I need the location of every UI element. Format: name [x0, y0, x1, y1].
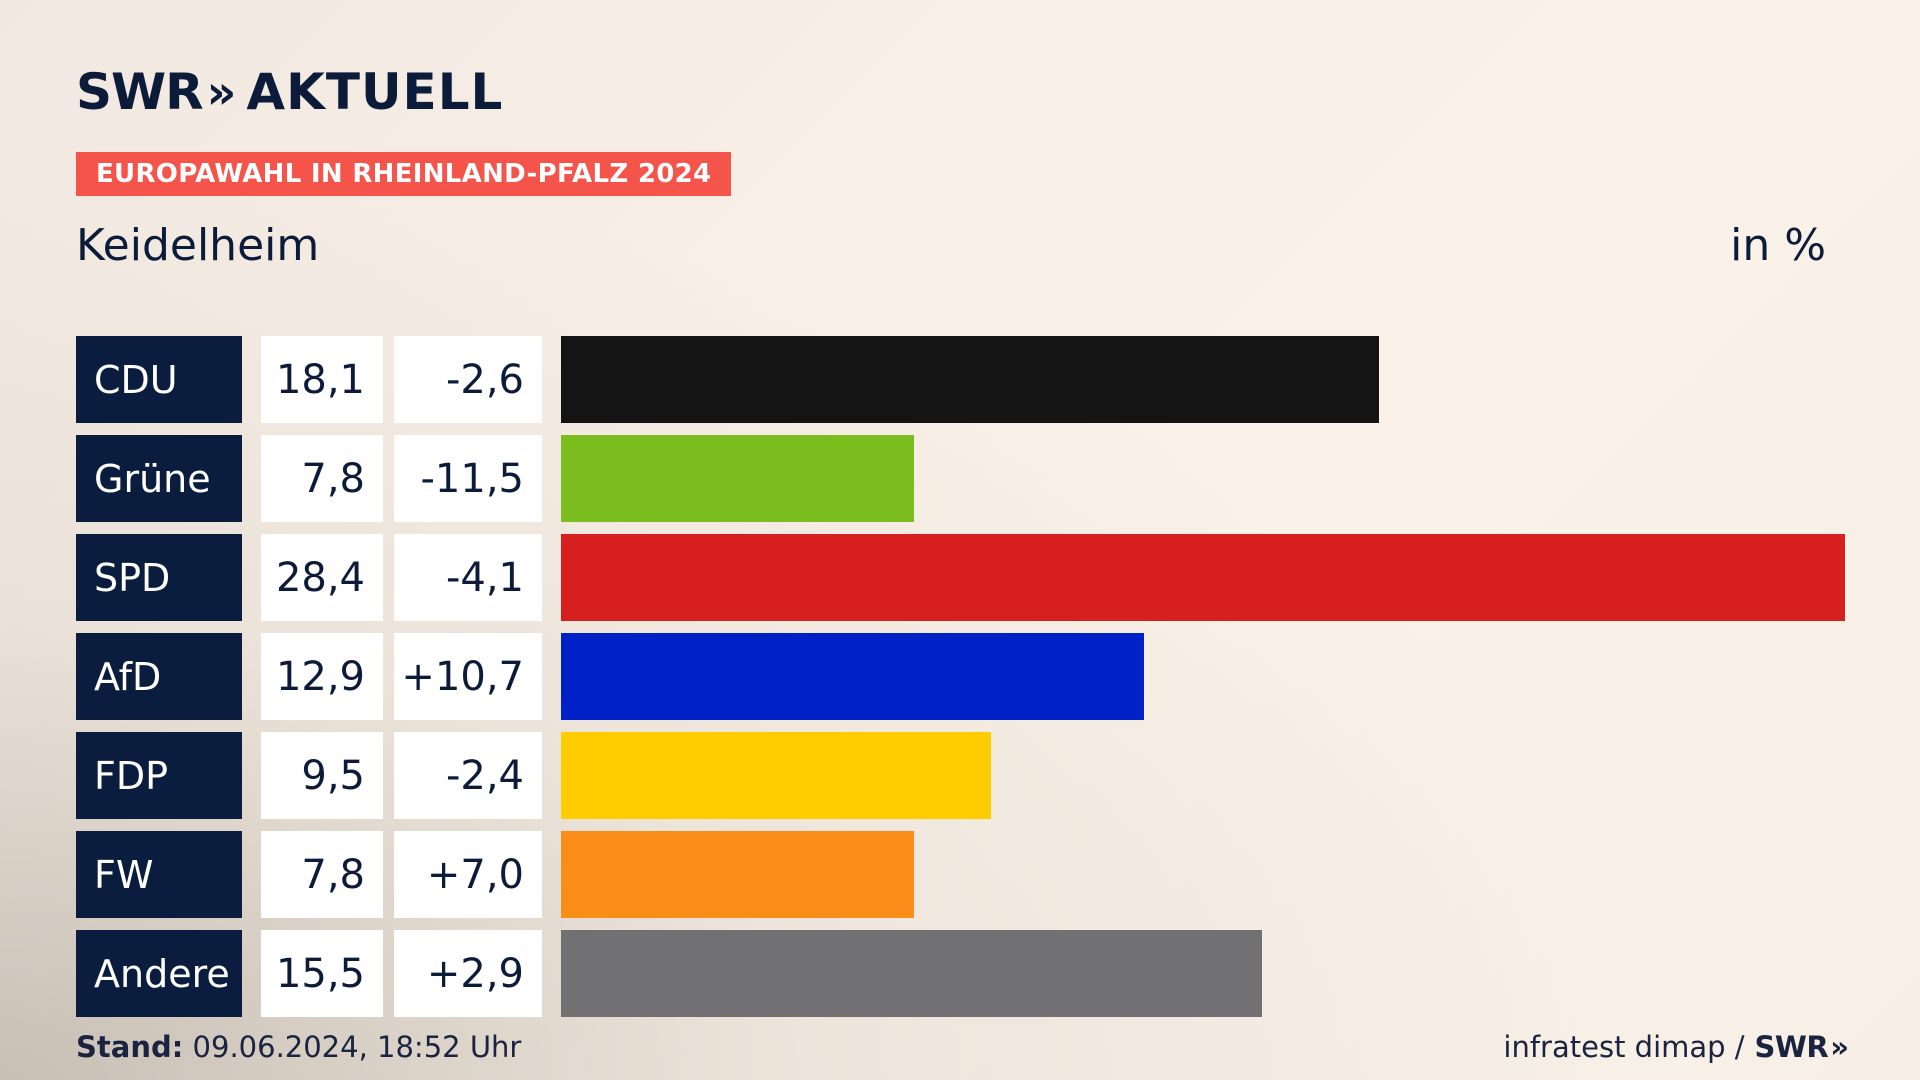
- logo-swr-text: SWR: [76, 63, 204, 121]
- vote-share-value: 7,8: [261, 831, 383, 918]
- result-bar: [561, 633, 1144, 720]
- result-bar: [561, 732, 991, 819]
- result-row: Andere 15,5 +2,9: [76, 930, 1846, 1017]
- result-bar: [561, 336, 1379, 423]
- source-credit: infratest dimap / SWR »: [1503, 1030, 1849, 1064]
- result-row: SPD 28,4 -4,1: [76, 534, 1846, 621]
- party-label: FDP: [76, 732, 242, 819]
- election-badge: EUROPAWAHL IN RHEINLAND-PFALZ 2024: [76, 152, 732, 196]
- logo-aktuell-text: AKTUELL: [246, 63, 504, 121]
- vote-share-value: 28,4: [261, 534, 383, 621]
- result-bar: [561, 930, 1262, 1017]
- logo-chevron-icon: »: [206, 65, 237, 119]
- party-label: AfD: [76, 633, 242, 720]
- vote-share-change: -2,4: [394, 732, 542, 819]
- source-swr-logo: SWR: [1754, 1030, 1829, 1064]
- result-row: FW 7,8 +7,0: [76, 831, 1846, 918]
- result-bar: [561, 831, 914, 918]
- vote-share-change: +7,0: [394, 831, 542, 918]
- result-row: Grüne 7,8 -11,5: [76, 435, 1846, 522]
- result-row: CDU 18,1 -2,6: [76, 336, 1846, 423]
- vote-share-value: 7,8: [261, 435, 383, 522]
- vote-share-value: 12,9: [261, 633, 383, 720]
- source-chevron-icon: »: [1830, 1030, 1849, 1064]
- source-text: infratest dimap /: [1503, 1030, 1745, 1064]
- party-label: CDU: [76, 336, 242, 423]
- stand-label: Stand:: [76, 1030, 184, 1064]
- party-label: FW: [76, 831, 242, 918]
- vote-share-change: +2,9: [394, 930, 542, 1017]
- result-bar: [561, 435, 914, 522]
- vote-share-value: 18,1: [261, 336, 383, 423]
- party-label: Andere: [76, 930, 242, 1017]
- party-label: SPD: [76, 534, 242, 621]
- result-row: AfD 12,9 +10,7: [76, 633, 1846, 720]
- vote-share-change: -4,1: [394, 534, 542, 621]
- vote-share-value: 9,5: [261, 732, 383, 819]
- vote-share-change: -11,5: [394, 435, 542, 522]
- stand-value: 09.06.2024, 18:52 Uhr: [183, 1030, 522, 1064]
- results-chart: CDU 18,1 -2,6 Grüne 7,8 -11,5 SPD 28,4 -4,1 AfD 12…: [76, 336, 1846, 1017]
- result-bar: [561, 534, 1845, 621]
- vote-share-value: 15,5: [261, 930, 383, 1017]
- timestamp: Stand: 09.06.2024, 18:52 Uhr: [76, 1030, 521, 1064]
- vote-share-change: -2,6: [394, 336, 542, 423]
- swr-aktuell-logo: SWR » AKTUELL: [76, 63, 504, 121]
- place-title: Keidelheim: [76, 220, 320, 271]
- party-label: Grüne: [76, 435, 242, 522]
- vote-share-change: +10,7: [394, 633, 542, 720]
- unit-label: in %: [1730, 220, 1826, 271]
- result-row: FDP 9,5 -2,4: [76, 732, 1846, 819]
